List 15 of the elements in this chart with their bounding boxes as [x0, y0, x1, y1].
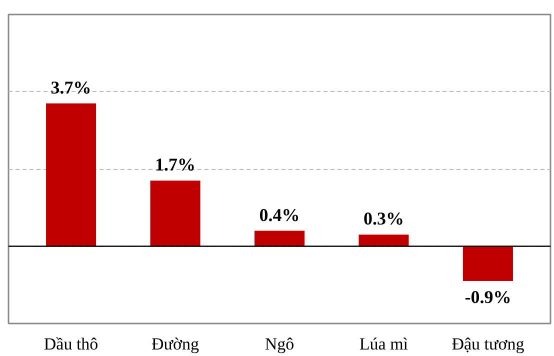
x-tick-label: Ngô: [264, 334, 294, 354]
x-tick-label: Lúa mì: [359, 334, 408, 354]
data-label: 1.7%: [155, 154, 196, 175]
data-label: 0.4%: [259, 204, 300, 225]
bar: [46, 103, 96, 246]
data-label: -0.9%: [464, 287, 512, 308]
data-label: 3.7%: [50, 77, 92, 98]
data-label: 0.3%: [363, 208, 404, 229]
bar: [462, 246, 513, 282]
x-tick-label: Dầu thô: [44, 334, 98, 354]
bar: [358, 234, 409, 246]
bar: [150, 180, 200, 246]
x-tick-label: Đường: [152, 334, 200, 354]
x-tick-label: Đậu tương: [452, 334, 525, 354]
bar: [254, 230, 305, 246]
